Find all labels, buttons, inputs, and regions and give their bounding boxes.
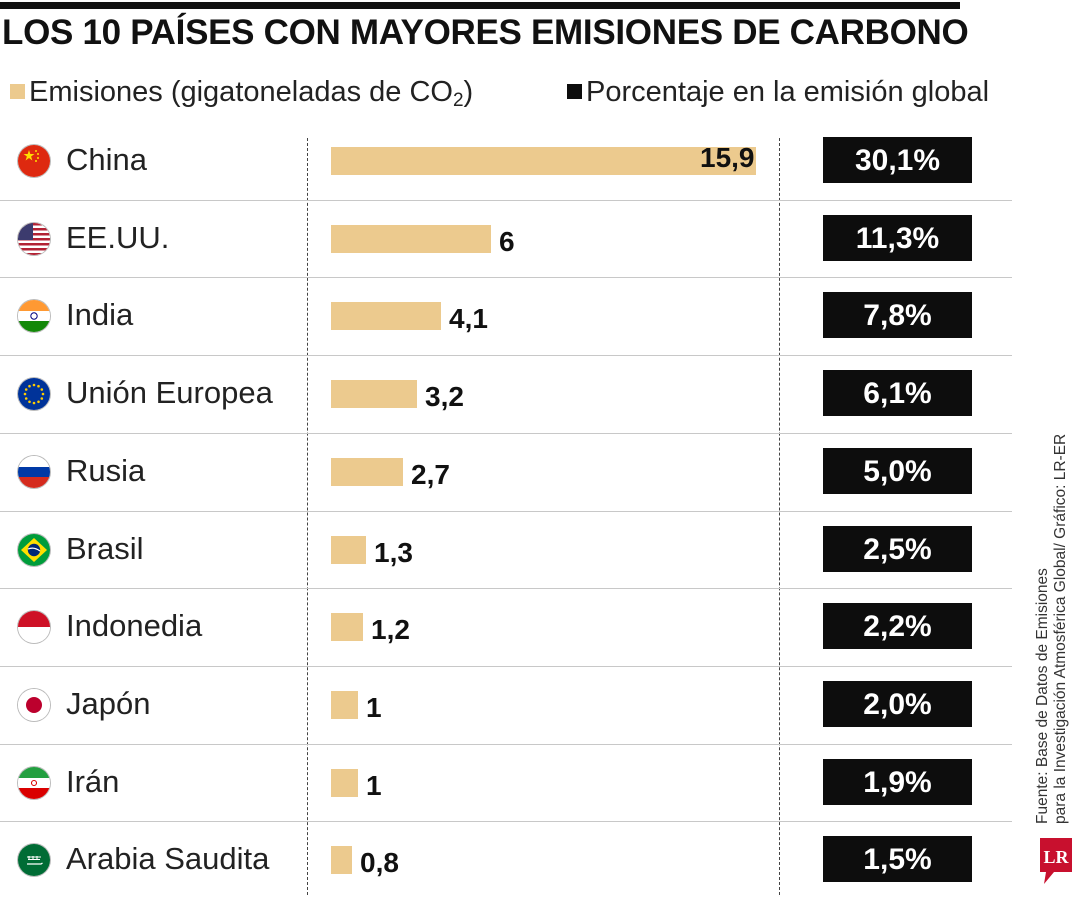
country-label: Indonedia <box>66 608 203 643</box>
emissions-value-label: 3,2 <box>425 381 464 412</box>
emissions-bar <box>331 147 756 175</box>
percentage-box: 2,0% <box>823 681 972 727</box>
usa-flag-icon <box>18 223 50 255</box>
emissions-bar <box>331 769 358 797</box>
legend-swatch-percentage <box>567 84 582 99</box>
emissions-value-label: 0,8 <box>360 847 399 878</box>
country-label: Arabia Saudita <box>66 841 270 876</box>
country-label: China <box>66 142 147 177</box>
iran-flag-icon <box>18 767 50 799</box>
legend-swatch-emissions <box>10 84 25 99</box>
emissions-bar <box>331 691 358 719</box>
emissions-bar <box>331 302 441 330</box>
row-separator <box>0 588 1012 589</box>
emissions-value-label: 6 <box>499 226 515 257</box>
percentage-label: 2,0% <box>863 688 932 721</box>
country-label: Rusia <box>66 453 146 488</box>
emissions-value-label: 1,2 <box>371 614 410 645</box>
row-separator <box>0 433 1012 434</box>
emissions-value-label: 1 <box>366 770 382 801</box>
row-separator <box>0 200 1012 201</box>
percentage-box: 7,8% <box>823 292 972 338</box>
eu-flag-icon <box>18 378 50 410</box>
japan-flag-icon <box>18 689 50 721</box>
emissions-bar <box>331 380 417 408</box>
lr-logo-text: LR <box>1043 847 1069 867</box>
percentage-label: 6,1% <box>863 377 932 410</box>
row-separator <box>0 277 1012 278</box>
legend-percentage-label: Porcentaje en la emisión global <box>586 76 990 108</box>
emissions-value-label: 15,9 <box>700 142 755 173</box>
country-label: Irán <box>66 764 120 799</box>
percentage-label: 11,3% <box>855 222 940 255</box>
brazil-flag-icon <box>18 534 50 566</box>
row-separator <box>0 666 1012 667</box>
china-flag-icon <box>18 145 50 177</box>
legend-emissions-close: ) <box>463 76 474 108</box>
russia-flag-icon <box>18 456 50 488</box>
emissions-value-label: 1,3 <box>374 537 413 568</box>
top-rule <box>0 2 960 9</box>
country-label: India <box>66 297 134 332</box>
source-line-2: para la Investigación Atmosférica Global… <box>1052 433 1069 824</box>
percentage-box: 2,5% <box>823 526 972 572</box>
country-label: Brasil <box>66 531 144 566</box>
country-label: Japón <box>66 686 151 721</box>
guide-line-right <box>779 138 780 895</box>
row-separator <box>0 511 1012 512</box>
emissions-bar <box>331 536 366 564</box>
row-separator <box>0 355 1012 356</box>
percentage-box: 11,3% <box>823 215 972 261</box>
legend-emissions-subscript: 2 <box>452 90 464 111</box>
guide-line-left <box>307 138 308 895</box>
chart-title: LOS 10 PAÍSES CON MAYORES EMISIONES DE C… <box>2 13 969 52</box>
emissions-value-label: 2,7 <box>411 459 450 490</box>
percentage-box: 2,2% <box>823 603 972 649</box>
row-separator <box>0 744 1012 745</box>
country-label: EE.UU. <box>66 220 170 255</box>
source-line-1: Fuente: Base de Datos de Emisiones <box>1034 568 1051 824</box>
percentage-label: 30,1% <box>854 144 941 177</box>
percentage-label: 1,5% <box>863 843 932 876</box>
india-flag-icon <box>18 300 50 332</box>
emissions-bar <box>331 458 403 486</box>
percentage-box: 1,5% <box>823 836 972 882</box>
percentage-box: 6,1% <box>823 370 972 416</box>
emissions-bar <box>331 225 491 253</box>
emissions-bar <box>331 846 352 874</box>
emissions-bar <box>331 613 363 641</box>
emissions-value-label: 4,1 <box>449 303 488 334</box>
legend-emissions-label: Emisiones (gigatoneladas de CO <box>29 76 453 108</box>
indonesia-flag-icon <box>18 611 50 643</box>
legend-emissions: Emisiones (gigatoneladas de CO2) <box>10 76 473 112</box>
percentage-box: 5,0% <box>823 448 972 494</box>
percentage-label: 5,0% <box>863 455 932 488</box>
saudi-arabia-flag-icon <box>18 844 50 876</box>
legend-percentage: Porcentaje en la emisión global <box>567 76 989 109</box>
percentage-label: 1,9% <box>863 766 932 799</box>
emissions-value-label: 1 <box>366 692 382 723</box>
percentage-box: 30,1% <box>823 137 972 183</box>
percentage-label: 2,2% <box>863 610 932 643</box>
lr-logo: LR <box>1040 838 1072 884</box>
percentage-label: 2,5% <box>863 533 932 566</box>
row-separator <box>0 821 1012 822</box>
percentage-box: 1,9% <box>823 759 972 805</box>
country-label: Unión Europea <box>66 375 273 410</box>
percentage-label: 7,8% <box>863 299 932 332</box>
